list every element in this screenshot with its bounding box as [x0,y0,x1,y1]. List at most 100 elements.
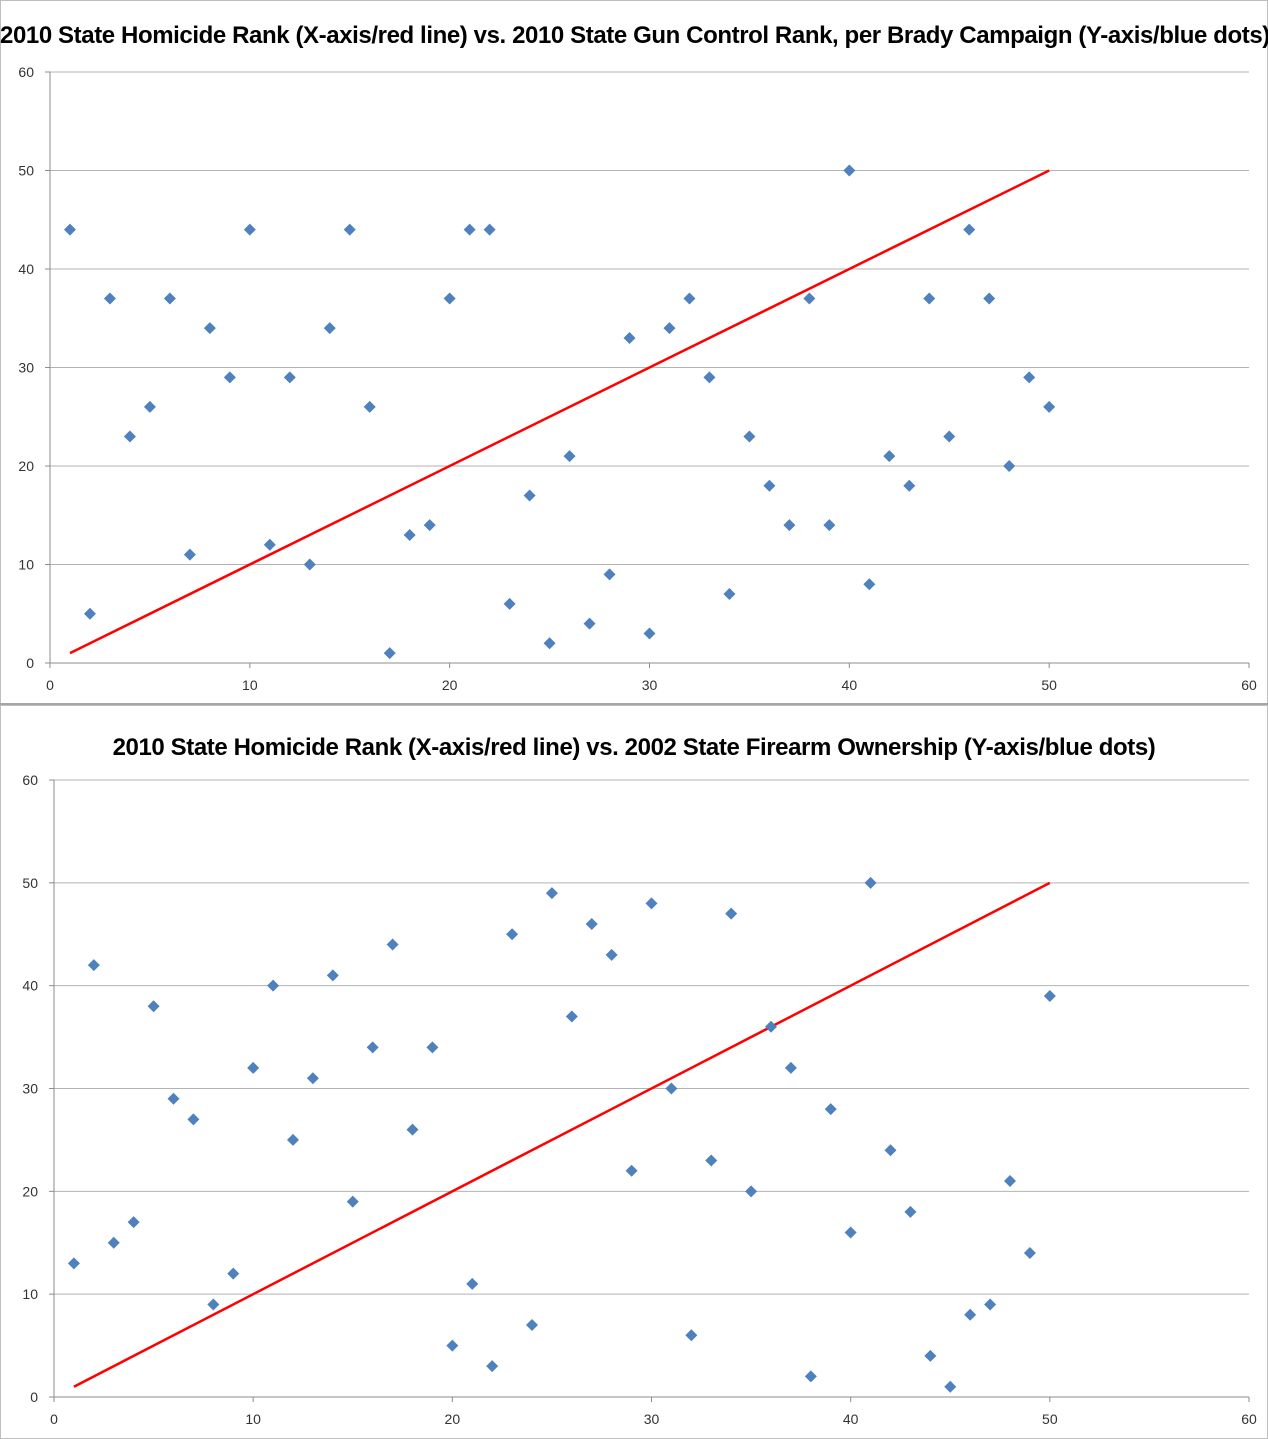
data-point [227,1267,240,1280]
y-tick-label: 30 [22,1081,38,1097]
data-point [446,1339,459,1352]
data-point [863,578,876,591]
data-point [583,617,596,630]
data-point [824,1103,837,1116]
data-point [423,519,436,532]
x-tick-label: 30 [644,1411,660,1427]
x-tick-label: 60 [1241,1411,1257,1427]
data-point [443,292,456,305]
x-tick-label: 40 [842,677,858,693]
data-point [247,1061,260,1074]
y-tick-label: 60 [18,64,34,80]
data-point [923,292,936,305]
data-point [486,1360,499,1373]
data-point [843,164,856,177]
data-point [167,1092,180,1105]
chart-panel-homicide-vs-gun-control: 2010 State Homicide Rank (X-axis/red lin… [0,0,1268,705]
x-tick-label: 50 [1042,1411,1058,1427]
data-point [187,1113,200,1126]
data-point [864,876,877,889]
data-point [223,371,236,384]
data-point [287,1133,299,1146]
data-point [107,1236,120,1249]
data-point [1023,1247,1036,1260]
data-point [67,1257,80,1270]
data-point [1043,989,1056,1002]
y-tick-label: 60 [22,772,38,788]
y-tick-label: 30 [18,360,34,376]
y-tick-label: 10 [22,1286,38,1302]
y-tick-label: 20 [18,458,34,474]
data-point [326,969,339,982]
data-point [123,430,136,443]
data-point [683,292,696,305]
y-tick-label: 40 [18,261,34,277]
data-point [943,430,956,443]
data-point [603,568,616,581]
data-point [127,1216,140,1229]
data-point [585,917,598,930]
data-point [804,1370,817,1383]
data-point [625,1164,638,1177]
data-point [545,887,558,900]
data-point [703,371,716,384]
data-point [87,959,100,972]
data-point [207,1298,220,1311]
data-point [267,979,280,992]
x-tick-label: 0 [50,1411,58,1427]
x-tick-label: 20 [442,677,458,693]
data-point [984,1298,997,1311]
x-tick-label: 60 [1241,677,1257,693]
data-point [924,1349,937,1362]
data-point [623,331,636,344]
data-point [503,597,516,610]
x-tick-label: 10 [245,1411,261,1427]
y-tick-label: 0 [26,655,34,671]
data-point [563,450,576,463]
y-tick-label: 40 [22,978,38,994]
data-point [143,400,156,413]
data-point [645,897,658,910]
data-point [884,1144,897,1157]
data-point [463,223,476,236]
scatter-plot-area: 0 10 20 30 40 50 60 0 10 20 30 40 50 60 [18,64,1257,693]
data-point [1023,371,1036,384]
data-point [565,1010,578,1023]
data-point [964,1308,977,1321]
data-point [363,400,376,413]
data-point [844,1226,857,1239]
data-point [983,292,996,305]
data-point [346,1195,359,1208]
data-point [263,538,276,551]
data-point [723,588,736,601]
data-point [306,1072,319,1085]
data-point [147,1000,160,1013]
data-point [1003,460,1016,472]
data-point [1043,400,1056,413]
data-point [705,1154,718,1167]
data-point [183,548,196,561]
data-point [883,450,896,463]
data-point [506,928,519,941]
data-point [103,292,116,305]
data-point [83,607,96,620]
data-point [823,519,836,532]
chart-title: 2010 State Homicide Rank (X-axis/red lin… [0,22,1268,49]
data-point [665,1082,678,1095]
data-point [303,558,316,571]
data-point [163,292,176,305]
data-point [203,322,216,335]
data-point [366,1041,379,1054]
data-point [526,1319,538,1332]
data-point [763,479,776,492]
data-point [903,479,916,492]
data-point [523,489,536,502]
data-point [63,223,76,236]
chart-title: 2010 State Homicide Rank (X-axis/red lin… [112,734,1156,761]
chart-panel-homicide-vs-firearm-ownership: 2010 State Homicide Rank (X-axis/red lin… [0,705,1268,1439]
data-point [743,430,756,443]
data-point [323,322,336,335]
data-point [803,292,816,305]
data-point [386,938,399,951]
data-point [343,223,356,236]
